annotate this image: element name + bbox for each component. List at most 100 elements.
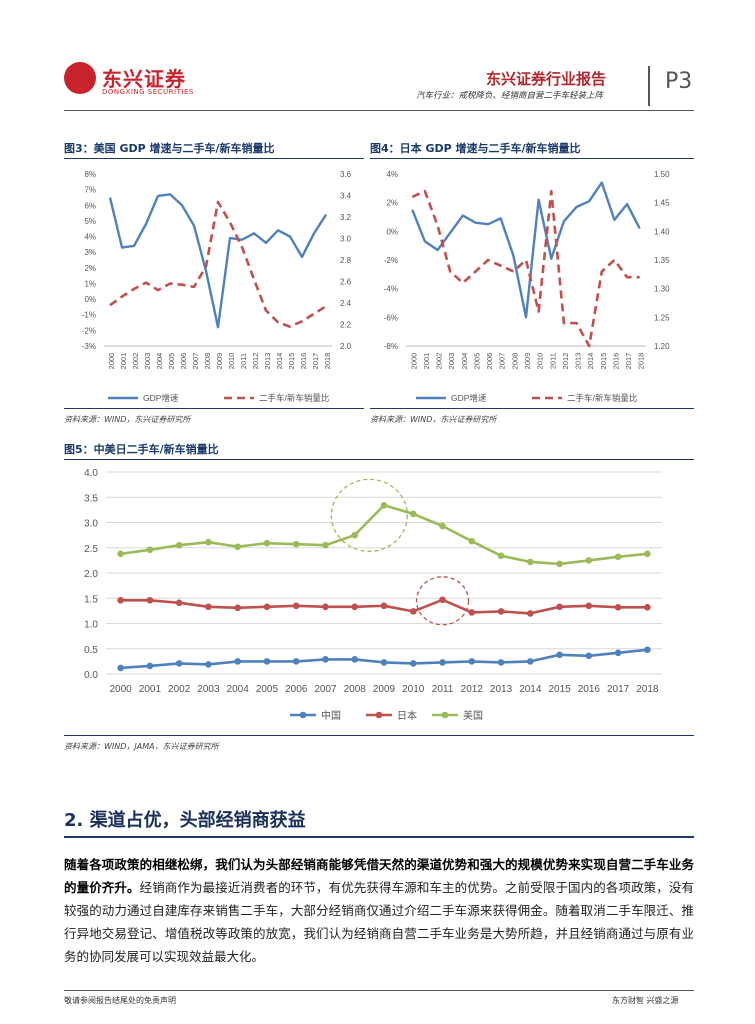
y-left-tick-label: -1% <box>82 311 96 320</box>
data-point <box>117 550 124 558</box>
y-left-tick-label: -4% <box>384 285 398 294</box>
y-tick-label: 2.0 <box>84 569 98 580</box>
data-point <box>497 552 505 560</box>
x-tick-label: 2005 <box>256 684 279 695</box>
x-tick-label: 2003 <box>143 353 152 370</box>
x-tick-label: 2005 <box>167 353 176 370</box>
data-point <box>585 652 593 660</box>
annotation-circle <box>415 576 470 626</box>
x-tick-label: 2012 <box>461 684 484 695</box>
legend-label: 二手车/新车销量比 <box>259 393 329 402</box>
data-point <box>585 602 593 610</box>
data-point <box>556 651 563 659</box>
logo-icon <box>64 62 96 94</box>
legend-marker <box>299 711 307 719</box>
data-point <box>322 656 329 663</box>
data-point <box>117 664 124 672</box>
series-line <box>411 189 640 348</box>
data-point <box>468 609 476 616</box>
x-tick-label: 2013 <box>490 684 513 695</box>
data-point <box>497 608 505 615</box>
x-tick-label: 2011 <box>432 684 454 695</box>
y-right-tick-label: 1.40 <box>654 227 670 236</box>
y-right-tick-label: 1.20 <box>654 342 670 351</box>
y-tick-label: 4.0 <box>84 468 98 479</box>
data-point <box>556 560 563 568</box>
fig4-source: 资料来源：WIND，东兴证券研究所 <box>370 415 497 424</box>
x-tick-label: 2015 <box>599 353 608 370</box>
x-tick-label: 2001 <box>139 684 162 695</box>
series-line <box>411 181 641 319</box>
fig3-title: 图3：美国 GDP 增速与二手车/新车销量比 <box>64 142 275 155</box>
fig5-bottom-rule <box>64 735 694 736</box>
fig5-source: 资料来源：WIND，JAMA，东兴证券研究所 <box>64 742 219 751</box>
data-point <box>468 537 476 545</box>
x-tick-label: 2007 <box>314 684 337 695</box>
x-tick-label: 2017 <box>311 353 320 370</box>
x-tick-label: 2007 <box>498 353 507 370</box>
data-point <box>644 550 651 558</box>
x-tick-label: 2002 <box>168 684 191 695</box>
y-right-tick-label: 3.2 <box>340 213 352 222</box>
x-tick-label: 2012 <box>561 353 570 370</box>
legend-label: 二手车/新车销量比 <box>567 393 637 402</box>
y-right-tick-label: 1.25 <box>654 313 670 322</box>
data-point <box>351 603 359 611</box>
y-left-tick-label: 0% <box>84 295 96 304</box>
x-tick-label: 2016 <box>611 353 620 370</box>
data-point <box>146 546 154 554</box>
y-tick-label: 2.5 <box>84 544 98 555</box>
annotation-circle <box>330 478 409 552</box>
y-right-tick-label: 1.50 <box>654 170 670 179</box>
data-point <box>351 656 359 663</box>
x-tick-label: 2010 <box>402 684 425 695</box>
x-tick-label: 2005 <box>472 353 481 370</box>
paragraph-body: 经销商作为最接近消费者的环节，有优先获得车源和车主的优势。之前受限于国内的各项政… <box>64 880 694 964</box>
x-tick-label: 2000 <box>409 353 418 370</box>
legend-marker <box>375 711 383 719</box>
data-point <box>409 510 417 518</box>
y-left-tick-label: 7% <box>84 186 96 195</box>
data-point <box>556 603 563 611</box>
x-tick-label: 2000 <box>110 684 133 695</box>
y-tick-label: 0.5 <box>84 645 98 656</box>
x-tick-label: 2016 <box>578 684 601 695</box>
legend-label: 日本 <box>397 709 417 722</box>
data-point <box>234 604 241 612</box>
x-tick-label: 2018 <box>636 684 659 695</box>
y-right-tick-label: 2.6 <box>340 278 352 287</box>
legend-marker <box>441 711 449 719</box>
x-tick-label: 2009 <box>523 353 532 370</box>
fig3-source: 资料来源：WIND，东兴证券研究所 <box>64 415 191 424</box>
data-point <box>380 502 388 509</box>
x-tick-label: 2017 <box>624 353 633 370</box>
fig5-rule <box>64 459 694 460</box>
data-point <box>175 660 183 667</box>
y-left-tick-label: 3% <box>84 248 96 257</box>
x-tick-label: 2009 <box>215 353 224 370</box>
section-rule <box>64 836 694 838</box>
data-point <box>527 658 534 665</box>
footer-slogan: 东方财智 兴盛之源 <box>612 996 679 1005</box>
data-point <box>409 608 417 615</box>
data-point <box>292 602 300 610</box>
x-tick-label: 2008 <box>344 684 367 695</box>
x-tick-label: 2015 <box>548 684 571 695</box>
data-point <box>527 610 534 617</box>
y-right-tick-label: 2.4 <box>340 299 352 308</box>
fig4-chart: 4% 2% 0% -2% -4% -6% -8% 1.50 1.45 1.40 1.35 1.30 1.… <box>384 170 670 402</box>
body-paragraph: 随着各项政策的相继松绑，我们认为头部经销商能够凭借天然的渠道优势和强大的规模优势… <box>64 853 694 968</box>
y-right-tick-label: 2.2 <box>340 321 352 330</box>
section-title: 2. 渠道占优，头部经销商获益 <box>64 810 306 831</box>
data-point <box>322 541 329 549</box>
y-right-tick-label: 2.0 <box>340 342 352 351</box>
x-tick-label: 2010 <box>536 353 545 370</box>
report-brand: 东兴证券行业报告 <box>486 70 607 88</box>
data-point <box>205 661 212 668</box>
fig5-title: 图5：中美日二手车/新车销量比 <box>64 443 219 456</box>
y-left-tick-label: 6% <box>84 201 96 210</box>
y-left-tick-label: 0% <box>386 227 398 236</box>
data-point <box>644 604 651 611</box>
fig4-title: 图4：日本 GDP 增速与二手车/新车销量比 <box>370 142 581 155</box>
data-point <box>205 603 212 611</box>
